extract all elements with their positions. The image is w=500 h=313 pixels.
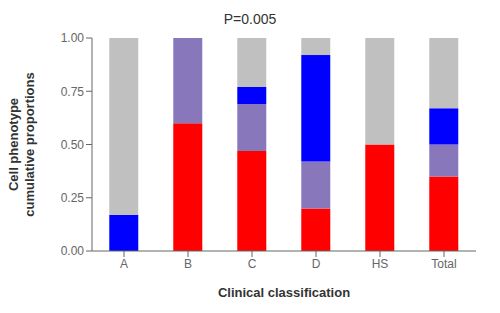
svg-text:1.00: 1.00 [61,31,85,45]
svg-text:Total: Total [431,257,456,271]
svg-text:Cell phenotypecumulative propo: Cell phenotypecumulative proportions [8,72,37,216]
svg-text:0.25: 0.25 [61,191,85,205]
svg-text:C: C [248,257,257,271]
svg-text:0.00: 0.00 [61,244,85,258]
svg-text:A: A [120,257,128,271]
svg-text:0.50: 0.50 [61,138,85,152]
svg-text:0.75: 0.75 [61,85,85,99]
svg-text:B: B [184,257,192,271]
svg-text:Clinical classification: Clinical classification [218,285,350,300]
html-text:P=0.005: P=0.005 [223,11,277,27]
svg-text:D: D [312,257,321,271]
svg-text:HS: HS [372,257,389,271]
